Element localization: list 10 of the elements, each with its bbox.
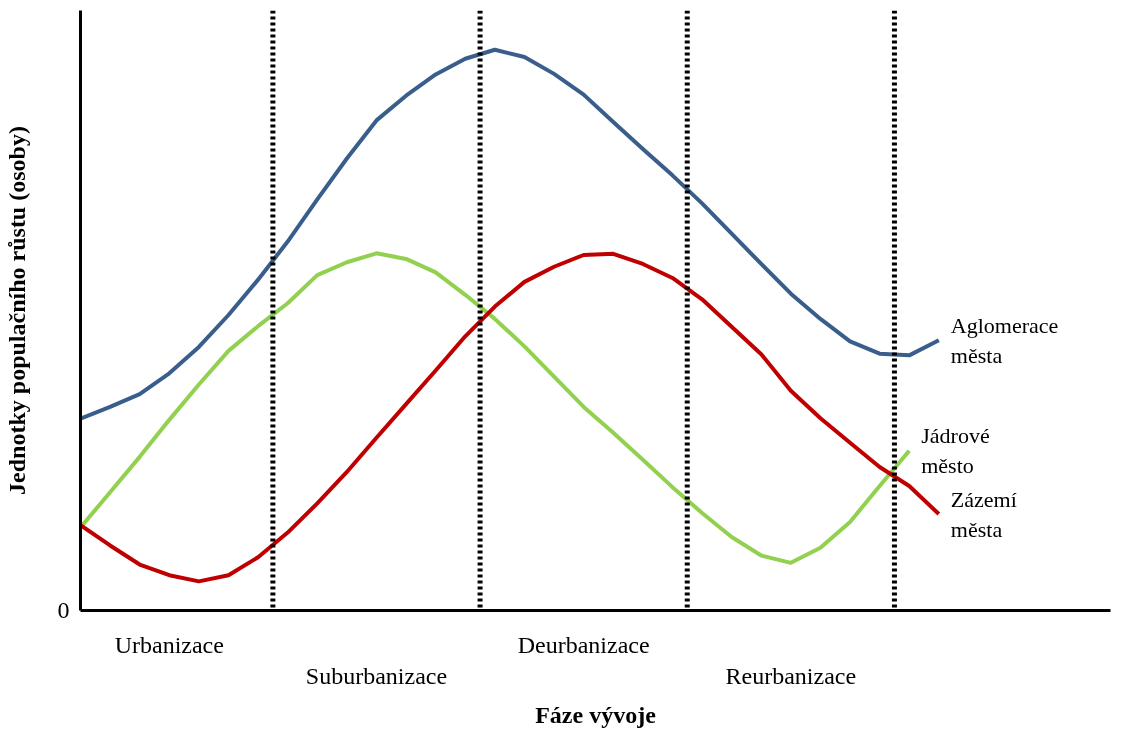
series-label: Aglomerace města xyxy=(950,312,1059,368)
x-tick-label: Urbanizace xyxy=(114,631,224,658)
series-label: Zázemí města xyxy=(950,486,1017,542)
x-tick-label: Suburbanizace xyxy=(305,662,448,689)
series-label: Jádrové město xyxy=(921,423,990,479)
x-tick-label: Reurbanizace xyxy=(725,662,857,689)
x-axis-title: Fáze vývoje xyxy=(535,701,657,728)
annotation: 0 xyxy=(57,597,70,623)
y-axis-title: Jednotky populačního růstu (osoby) xyxy=(3,126,30,495)
x-tick-label: Deurbanizace xyxy=(517,631,650,658)
